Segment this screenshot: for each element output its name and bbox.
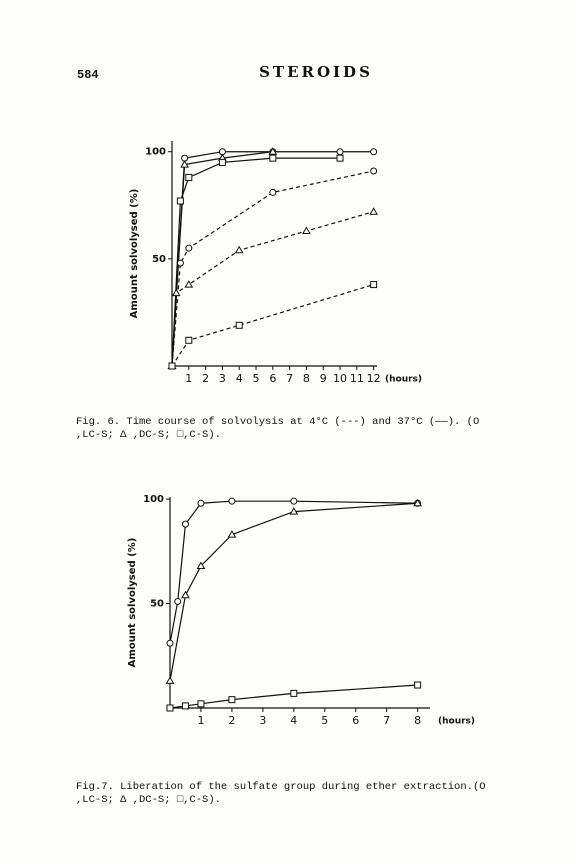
y-axis-label: Amount solvolysed (%) (129, 189, 140, 319)
x-tick-label: 2 (202, 372, 209, 385)
marker (196, 561, 206, 569)
marker (184, 280, 194, 288)
marker (234, 245, 244, 254)
x-tick-label: 2 (228, 714, 235, 727)
x-tick-label: 6 (269, 372, 276, 385)
figure-caption: Fig. 6. Time course of solvolysis at 4°C… (76, 416, 479, 428)
marker (235, 321, 243, 329)
marker (168, 362, 176, 370)
marker (336, 154, 344, 162)
marker (174, 597, 182, 605)
marker (185, 336, 193, 344)
marker (413, 498, 422, 507)
y-tick-label: 50 (150, 599, 164, 610)
marker (268, 147, 278, 155)
marker (197, 700, 205, 708)
marker (269, 188, 277, 196)
x-tick-label: 4 (290, 714, 297, 727)
x-tick-label: 10 (333, 372, 347, 385)
marker (269, 154, 277, 162)
marker (302, 226, 311, 234)
x-tick-label: 12 (367, 372, 381, 385)
marker (185, 173, 193, 181)
marker (166, 704, 174, 712)
marker (197, 499, 205, 507)
marker (370, 281, 378, 289)
marker (176, 259, 184, 267)
figure-caption: Fig.7. Liberation of the sulfate group d… (76, 781, 486, 793)
marker (181, 702, 189, 710)
marker (370, 148, 378, 156)
marker (290, 689, 298, 697)
series-line (171, 157, 341, 367)
marker (289, 507, 299, 515)
marker (290, 497, 298, 505)
marker (171, 288, 181, 297)
x-tick-label: 7 (383, 714, 390, 727)
y-tick-label: 100 (145, 147, 166, 158)
series-line (171, 283, 374, 367)
marker (336, 148, 344, 156)
marker (370, 167, 378, 175)
marker (414, 681, 422, 689)
x-tick-label: 1 (185, 372, 192, 385)
x-tick-label: 4 (236, 372, 243, 385)
page-number: 584 (77, 68, 99, 82)
x-tick-label: 11 (350, 372, 364, 385)
series-line (171, 211, 374, 367)
marker (181, 590, 190, 599)
marker (176, 197, 184, 205)
series-line (171, 151, 374, 367)
x-axis-label: (hours) (438, 717, 475, 727)
figure-caption: ,LC-S; Δ ,DC-S; □,C-S). (76, 794, 221, 806)
y-axis-label: Amount solvolysed (%) (127, 538, 138, 668)
x-axis-label: (hours) (385, 375, 422, 385)
marker (165, 676, 175, 684)
marker (369, 207, 379, 215)
x-tick-label: 3 (219, 372, 226, 385)
x-tick-label: 5 (321, 714, 328, 727)
y-tick-label: 50 (152, 254, 166, 265)
marker (185, 244, 193, 252)
x-tick-label: 3 (259, 714, 266, 727)
x-tick-label: 6 (352, 714, 359, 727)
marker (218, 158, 226, 166)
marker (228, 696, 236, 704)
marker (180, 160, 189, 168)
marker (166, 639, 174, 647)
x-tick-label: 8 (303, 372, 310, 385)
x-tick-label: 8 (414, 714, 421, 727)
marker (181, 520, 189, 528)
journal-title: STEROIDS (259, 63, 373, 81)
x-tick-label: 9 (320, 372, 327, 385)
x-tick-label: 5 (253, 372, 260, 385)
series-line (169, 500, 418, 644)
marker (227, 530, 237, 538)
figure-caption: ,LC-S; Δ ,DC-S; □,C-S). (76, 429, 221, 441)
marker (228, 497, 236, 505)
series-line (169, 502, 418, 681)
x-tick-label: 1 (197, 714, 204, 727)
y-tick-label: 100 (143, 494, 164, 505)
x-tick-label: 7 (286, 372, 293, 385)
